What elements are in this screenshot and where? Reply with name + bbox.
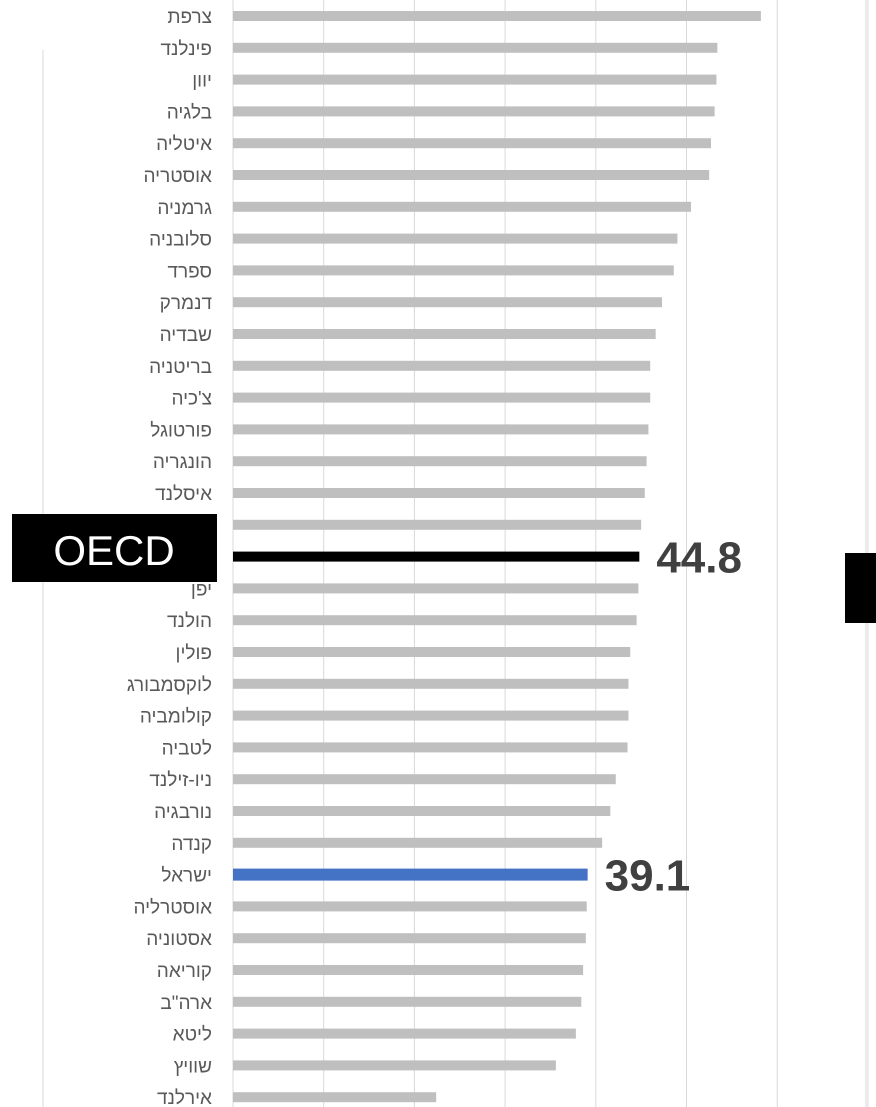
category-label: דנמרק (160, 293, 213, 314)
bar (233, 519, 642, 530)
bar (233, 1092, 437, 1103)
category-label: ספרד (167, 261, 212, 282)
category-label: נורבגיה (154, 802, 212, 823)
bar (233, 456, 647, 467)
bar (233, 901, 587, 912)
category-label: ישראל (161, 866, 212, 887)
category-label: איטליה (156, 134, 212, 155)
bar (233, 170, 710, 180)
bar (233, 806, 611, 816)
bar (233, 742, 628, 753)
bar (233, 678, 629, 689)
bar (233, 488, 645, 498)
category-label: ליטא (173, 1025, 212, 1046)
right-edge-marker (845, 553, 876, 623)
category-label: הולנד (167, 611, 212, 632)
oecd-label-text: OECD (53, 527, 174, 574)
value-callouts: 44.8 39.1 (605, 534, 742, 901)
category-label: פורטוגל (150, 420, 212, 441)
category-label: צ'כיה (171, 389, 212, 410)
category-label: לטביה (162, 738, 212, 759)
category-label: לוקסמבורג (127, 675, 212, 696)
bar-oecd (233, 551, 640, 562)
category-label: גרמניה (157, 198, 212, 219)
category-label: קוריאה (157, 961, 212, 982)
bar (233, 615, 637, 626)
bars (233, 11, 761, 1103)
category-label: אוסטריה (144, 166, 213, 187)
category-label: בלגיה (167, 102, 212, 123)
bar (233, 996, 582, 1007)
value-callout: 44.8 (656, 534, 742, 583)
bar-israel (233, 868, 588, 881)
category-label: קנדה (171, 834, 212, 855)
bar (233, 106, 715, 117)
bar (233, 965, 584, 975)
category-label: הונגריה (153, 452, 212, 473)
category-label: קולומביה (140, 707, 212, 728)
category-label: פינלנד (160, 39, 212, 60)
category-label: שבדיה (160, 325, 212, 346)
bar (233, 329, 656, 339)
bar (233, 1060, 556, 1071)
category-label: צרפת (167, 7, 212, 28)
value-callout: 39.1 (605, 852, 691, 901)
category-label: שוויץ (174, 1056, 212, 1077)
category-label: ארה"ב (160, 993, 212, 1014)
bar (233, 297, 663, 308)
category-label: יפן (191, 579, 212, 600)
bar (233, 201, 692, 212)
category-label: ניו-זילנד (149, 770, 212, 791)
bar (233, 774, 616, 785)
bar (233, 138, 711, 149)
category-label: איסלנד (155, 484, 212, 505)
category-label: פולין (176, 643, 212, 664)
bar (233, 392, 651, 403)
bar (233, 1028, 576, 1039)
bar (233, 424, 649, 435)
bar (233, 11, 761, 21)
oecd-overlay: OECD (12, 514, 876, 623)
bar (233, 837, 603, 848)
bar (233, 74, 717, 85)
category-label: אוסטרליה (133, 897, 212, 918)
bar (233, 710, 629, 721)
category-label: בריטניה (149, 357, 212, 378)
bar (233, 42, 718, 53)
category-label: יוון (192, 71, 212, 92)
bar (233, 265, 674, 276)
category-labels: צרפת פינלנד יוון בלגיה איטליה אוסטריה גרמניה סל… (127, 7, 213, 1107)
category-label: אסטוניה (146, 929, 212, 950)
category-label: אירלנד (157, 1088, 212, 1107)
bar (233, 233, 678, 244)
category-label: סלובניה (149, 230, 212, 251)
bar (233, 647, 631, 657)
oecd-label-box (12, 514, 217, 582)
bar (233, 933, 586, 944)
bar (233, 583, 639, 594)
bar (233, 360, 651, 371)
